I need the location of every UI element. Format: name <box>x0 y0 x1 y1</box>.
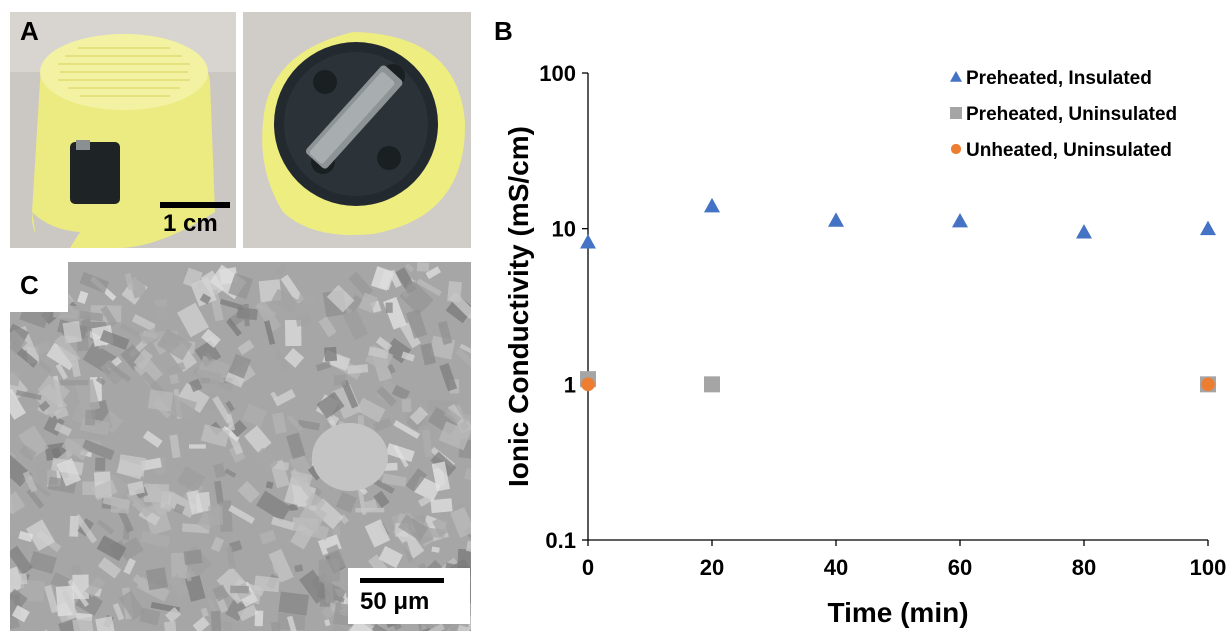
y-tick-label: 100 <box>539 61 576 86</box>
data-point-circle <box>1201 378 1215 392</box>
legend-label: Preheated, Insulated <box>966 68 1152 89</box>
legend-marker-square <box>950 107 962 119</box>
x-tick-label: 80 <box>1072 555 1096 580</box>
data-point-triangle <box>704 198 720 212</box>
data-point-circle <box>581 378 595 392</box>
data-point-square <box>704 376 720 392</box>
legend-label: Unheated, Uninsulated <box>966 140 1172 161</box>
cell-photo-side: 1 cm <box>10 12 236 248</box>
y-tick-label: 1 <box>564 372 576 397</box>
y-tick-label: 10 <box>552 217 576 242</box>
x-tick-label: 20 <box>700 555 724 580</box>
scale-bar-50um <box>360 578 444 583</box>
x-axis-label: Time (min) <box>827 597 968 628</box>
data-point-triangle <box>580 234 596 248</box>
cell-photo-bottom <box>243 12 471 248</box>
data-point-triangle <box>828 212 844 226</box>
x-tick-label: 40 <box>824 555 848 580</box>
legend-marker-triangle <box>950 71 962 82</box>
legend-label: Preheated, Uninsulated <box>966 104 1177 125</box>
y-axis-label: Ionic Conductivity (mS/cm) <box>503 126 534 487</box>
scale-bar-1cm-label: 1 cm <box>163 210 218 238</box>
sem-micrograph: 50 μm <box>10 262 471 631</box>
conductivity-chart: 0.1 1 10 100 0 20 40 60 80 100 Time (min) Ionic Con… <box>480 0 1231 631</box>
panel-c-label: C <box>20 270 39 301</box>
scale-bar-1cm <box>160 202 230 208</box>
x-tick-label: 100 <box>1190 555 1227 580</box>
panel-c-label-box <box>10 262 68 312</box>
scale-bar-50um-label: 50 μm <box>360 588 429 616</box>
x-tick-label: 0 <box>582 555 594 580</box>
cell-bottom-illustration <box>243 12 471 248</box>
data-point-triangle <box>1200 221 1216 235</box>
data-point-triangle <box>1076 224 1092 238</box>
legend-marker-circle <box>951 144 961 154</box>
y-tick-label: 0.1 <box>545 528 576 553</box>
panel-a-label: A <box>20 16 39 47</box>
x-tick-label: 60 <box>948 555 972 580</box>
data-point-triangle <box>952 213 968 227</box>
